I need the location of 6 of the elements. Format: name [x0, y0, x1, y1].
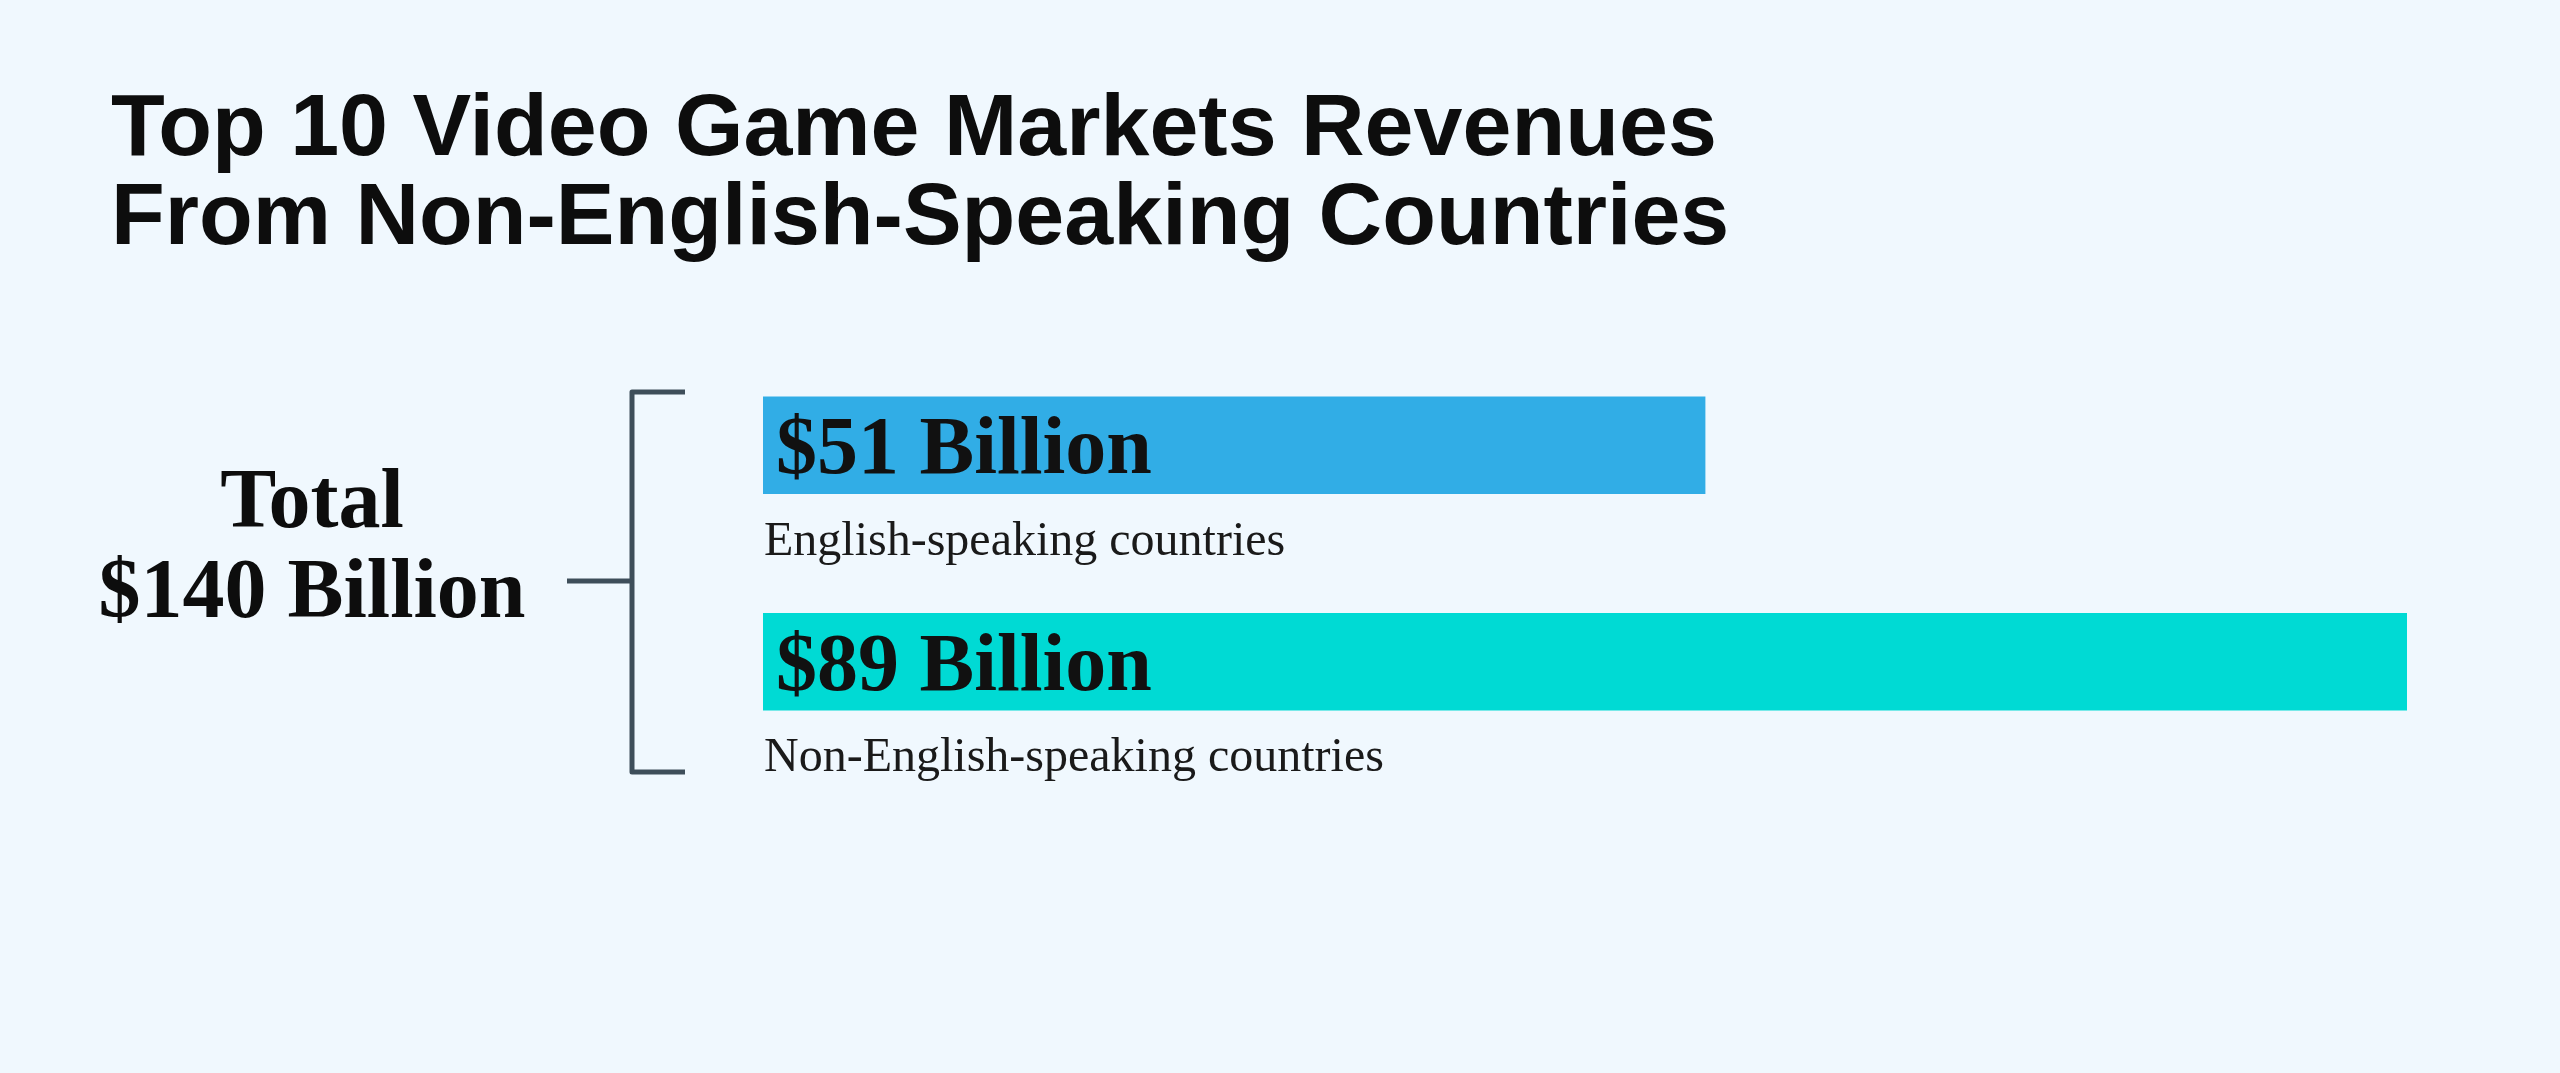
y-tick-label: Non-English-speaking countries	[764, 728, 1384, 782]
text: Total $140 Billion	[97, 452, 527, 635]
data-label: $51 Billion	[776, 400, 1152, 492]
chart-title: Top 10 Video Game Markets Revenues From Non-English-Speaking Countries	[111, 75, 1731, 263]
data-label: $89 Billion	[776, 616, 1152, 708]
y-tick-label: English-speaking countries	[764, 511, 1286, 565]
